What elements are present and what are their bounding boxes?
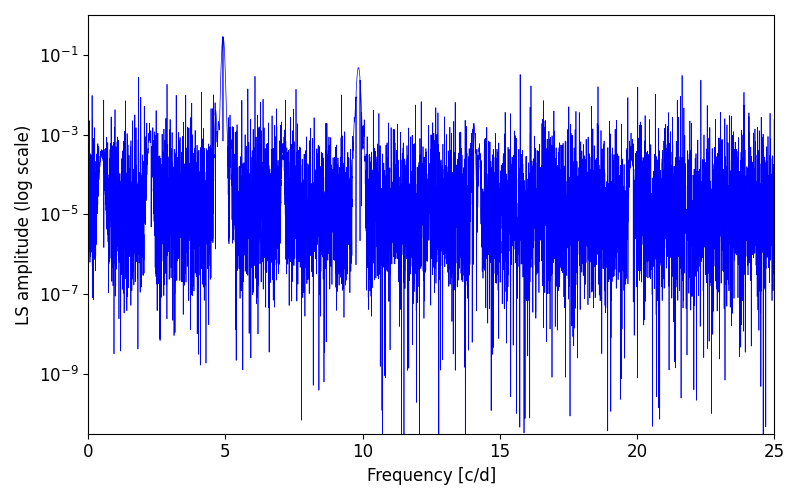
- X-axis label: Frequency [c/d]: Frequency [c/d]: [366, 467, 496, 485]
- Y-axis label: LS amplitude (log scale): LS amplitude (log scale): [15, 124, 33, 324]
